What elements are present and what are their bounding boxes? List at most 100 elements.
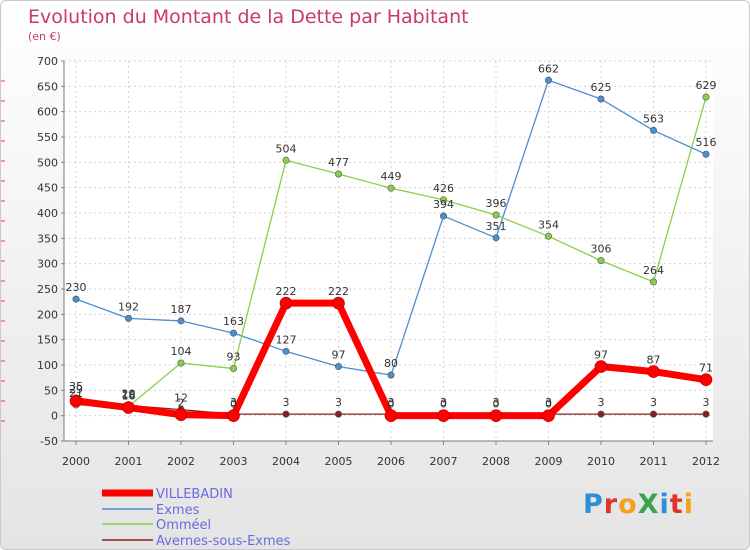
data-label: 87: [647, 354, 661, 367]
legend-label: Exmes: [156, 503, 200, 518]
data-label: 354: [538, 218, 559, 231]
data-label: 127: [276, 333, 297, 346]
data-label: 426: [433, 182, 454, 195]
x-tick-label: 2011: [640, 455, 668, 468]
data-label: 0: [493, 398, 500, 411]
data-label: 80: [384, 357, 398, 370]
y-tick-label: 50: [44, 384, 58, 397]
x-tick-label: 2001: [115, 455, 143, 468]
data-label: 230: [66, 281, 87, 294]
x-tick-label: 2000: [62, 455, 90, 468]
data-label: 192: [118, 300, 139, 313]
x-tick-label: 2008: [482, 455, 510, 468]
data-label: 0: [388, 398, 395, 411]
data-point: [597, 410, 605, 418]
y-tick-label: 600: [37, 106, 58, 119]
data-point: [387, 371, 395, 379]
plot-area: [64, 61, 713, 441]
data-point: [439, 196, 447, 204]
data-label: 264: [643, 264, 664, 277]
data-label: 97: [332, 349, 346, 362]
data-label: 222: [276, 285, 297, 298]
data-label: 662: [538, 62, 559, 75]
data-label: 351: [486, 220, 507, 233]
data-label: 21: [69, 387, 83, 400]
data-label: 35: [69, 380, 83, 393]
y-tick-label: 250: [37, 283, 58, 296]
data-point: [334, 170, 342, 178]
x-tick-label: 2009: [535, 455, 563, 468]
data-label: 71: [699, 362, 713, 375]
data-point: [597, 257, 605, 265]
data-point: [332, 296, 345, 310]
x-tick-label: 2006: [377, 455, 405, 468]
data-point: [492, 211, 500, 219]
data-point: [69, 394, 83, 408]
y-tick-label: 350: [37, 232, 58, 245]
legend-label: Avernes-sous-Exmes: [156, 534, 291, 549]
data-point: [544, 232, 552, 240]
y-tick-label: 450: [37, 182, 58, 195]
y-tick-label: 700: [37, 55, 58, 68]
data-point: [702, 410, 710, 418]
x-tick-label: 2007: [430, 455, 458, 468]
data-label: 394: [433, 198, 454, 211]
data-point: [489, 409, 503, 422]
data-point: [72, 295, 80, 303]
data-label: 16: [122, 390, 136, 403]
data-label: 104: [171, 345, 192, 358]
x-tick-label: 2010: [587, 455, 615, 468]
chart-title: Evolution du Montant de la Dette par Hab…: [28, 6, 469, 28]
data-point: [439, 212, 447, 220]
data-label: 222: [328, 285, 349, 298]
data-label: 629: [696, 79, 717, 92]
data-label: 477: [328, 156, 349, 169]
data-point: [174, 408, 188, 421]
data-point: [702, 150, 710, 158]
data-label: 93: [227, 351, 241, 364]
data-label: 3: [440, 396, 447, 409]
data-point: [125, 314, 133, 322]
data-label: 0: [440, 398, 447, 411]
data-point: [649, 126, 657, 134]
data-label: 563: [643, 112, 664, 125]
proxiti-logo: ProXiti: [583, 489, 694, 520]
data-label: 3: [703, 396, 710, 409]
data-point: [227, 409, 240, 422]
data-label: 20: [122, 388, 136, 401]
data-label: 0: [230, 398, 237, 411]
data-point: [177, 317, 185, 325]
data-point: [279, 296, 293, 310]
data-label: 306: [591, 243, 612, 256]
data-point: [597, 95, 605, 103]
data-point: [230, 329, 238, 337]
y-tick-label: 550: [37, 131, 58, 144]
chart-unit: (en €): [28, 30, 61, 43]
data-label: 3: [493, 396, 500, 409]
data-point: [384, 409, 398, 422]
data-label: 516: [696, 136, 717, 149]
data-label: 97: [594, 349, 608, 362]
data-point: [699, 373, 713, 386]
data-label: 3: [598, 396, 605, 409]
data-label: 504: [276, 142, 297, 155]
data-label: 0: [545, 398, 552, 411]
y-tick-label: 650: [37, 80, 58, 93]
y-tick-label: 500: [37, 156, 58, 169]
data-point: [387, 184, 395, 192]
legend-label: Omméel: [156, 518, 211, 533]
data-point: [649, 410, 657, 418]
data-point: [177, 359, 185, 367]
data-label: 3: [283, 396, 290, 409]
data-label: 29: [69, 383, 83, 396]
data-label: 163: [223, 315, 244, 328]
data-point: [122, 401, 135, 414]
data-label: 3: [335, 396, 342, 409]
data-point: [334, 410, 342, 418]
x-tick-label: 2004: [272, 455, 300, 468]
x-tick-label: 2012: [692, 455, 720, 468]
data-label: 396: [486, 197, 507, 210]
data-label: 18: [122, 389, 136, 402]
